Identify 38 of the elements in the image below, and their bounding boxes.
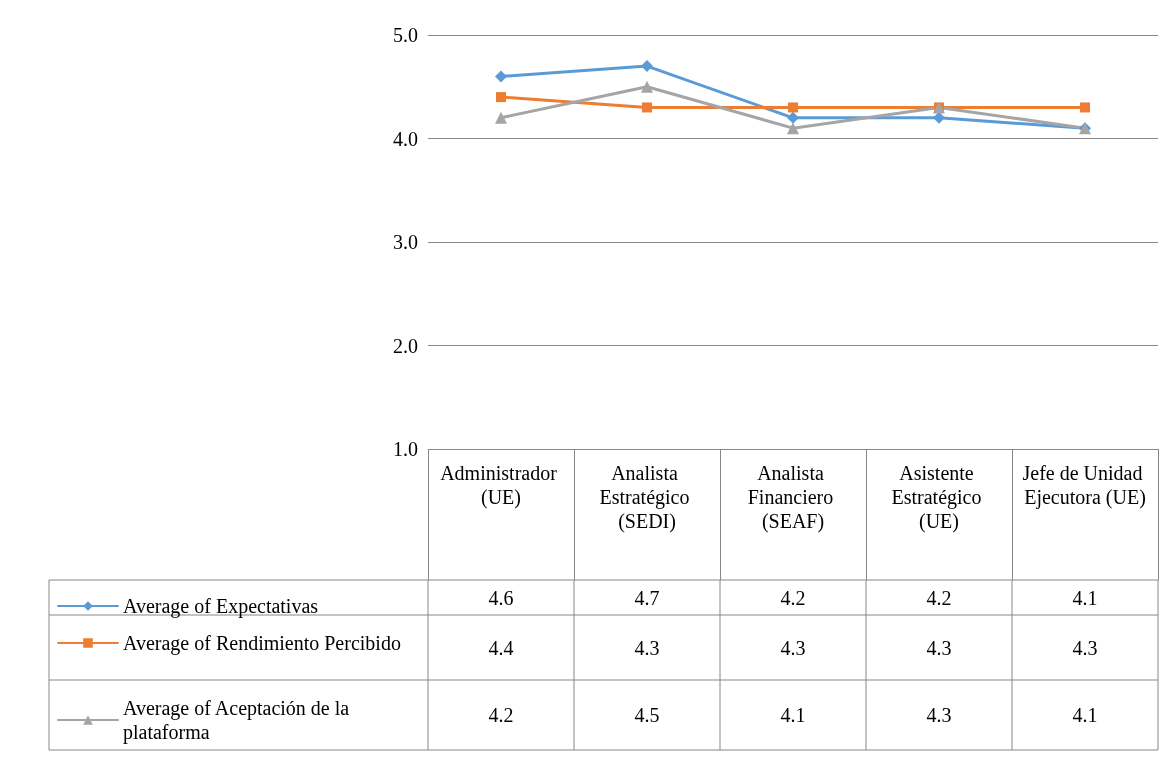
legend-label: Average of Expectativas bbox=[123, 595, 319, 618]
point bbox=[496, 92, 506, 103]
x-tick-label: Asistente Estratégico (UE) bbox=[891, 462, 987, 533]
y-tick-label: 3.0 bbox=[393, 231, 418, 253]
data-label: 4.4 bbox=[488, 636, 514, 659]
data-label: 4.2 bbox=[780, 586, 806, 609]
y-tick-label: 4.0 bbox=[393, 127, 418, 150]
data-label: 4.1 bbox=[1072, 704, 1098, 726]
x-tick-label: Analista Estratégico (SEDI) bbox=[599, 462, 695, 533]
data-label: 4.2 bbox=[926, 586, 952, 609]
data-label: 4.3 bbox=[926, 636, 952, 659]
x-tick-label: Analista Financiero (SEAF) bbox=[747, 462, 839, 533]
y-tick-label: 5.0 bbox=[393, 24, 418, 46]
data-label: 4.3 bbox=[780, 636, 806, 659]
data-label: 4.1 bbox=[780, 704, 806, 726]
point bbox=[641, 60, 653, 73]
point bbox=[642, 102, 652, 113]
point bbox=[788, 102, 798, 113]
y-tick-label: 2.0 bbox=[393, 334, 418, 357]
point bbox=[787, 111, 799, 124]
point bbox=[787, 122, 799, 135]
data-label: 4.3 bbox=[634, 636, 660, 659]
legend-label: Average of Rendimiento Percibido bbox=[123, 632, 401, 655]
data-label: 4.3 bbox=[1072, 636, 1098, 659]
point bbox=[641, 80, 653, 93]
data-label: 4.6 bbox=[488, 586, 514, 609]
y-tick-label: 1.0 bbox=[393, 438, 418, 460]
data-label: 4.3 bbox=[926, 704, 952, 726]
data-label: 4.5 bbox=[634, 704, 660, 726]
point bbox=[1080, 102, 1090, 113]
x-tick-label: Jefe de Unidad Ejecutora (UE) bbox=[1022, 462, 1148, 509]
point bbox=[495, 111, 507, 124]
data-label: 4.2 bbox=[488, 704, 514, 726]
x-tick-label: Administrador (UE) bbox=[440, 462, 562, 509]
data-label: 4.1 bbox=[1072, 586, 1098, 609]
legend-label: Average of Aceptación de la plataforma bbox=[123, 697, 355, 744]
point bbox=[495, 70, 507, 83]
data-label: 4.7 bbox=[634, 586, 660, 609]
